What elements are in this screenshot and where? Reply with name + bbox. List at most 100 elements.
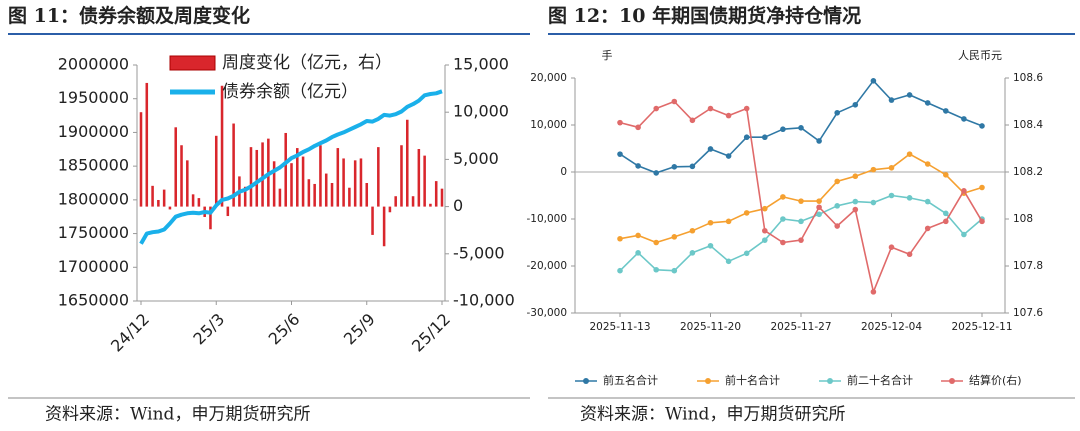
bar [307, 179, 311, 207]
point [834, 223, 840, 229]
point [707, 219, 714, 226]
point [906, 251, 913, 258]
y-tick-label: -30,000 [526, 307, 567, 319]
point [852, 173, 859, 180]
point [635, 250, 641, 256]
point [870, 78, 877, 84]
bar [191, 194, 195, 207]
point [780, 126, 786, 133]
point [762, 134, 768, 141]
y-tick-label: -10,000 [526, 213, 567, 225]
point [617, 267, 623, 274]
point [653, 105, 659, 112]
point [653, 170, 659, 176]
bar [255, 149, 259, 207]
legend-swatch [169, 55, 216, 71]
bar [220, 85, 224, 207]
line [139, 89, 443, 245]
point [671, 164, 678, 170]
point [725, 153, 732, 159]
bar [394, 196, 397, 207]
bar [157, 199, 160, 207]
point [924, 100, 931, 106]
x-tick-label: 25/6 [265, 310, 304, 349]
point [834, 178, 840, 185]
point [635, 232, 641, 239]
y2-tick-label: 15,000 [453, 55, 509, 74]
point [671, 267, 678, 274]
y-tick-label: 2000000 [58, 55, 129, 74]
y2-tick-label: 108 [1013, 213, 1033, 225]
bar [180, 145, 183, 207]
point [961, 231, 967, 238]
y-tick-label: 1800000 [58, 189, 129, 208]
point [979, 184, 985, 191]
point [762, 227, 768, 234]
x-tick-label: 2025-11-13 [589, 321, 650, 333]
point [834, 109, 840, 116]
legend-label: 债券余额（亿元） [222, 82, 358, 102]
point [725, 112, 732, 119]
chart-title: 图 12：10 年期国债期货净持仓情况 [548, 4, 861, 27]
point [943, 218, 949, 225]
point [798, 125, 804, 131]
legend-label: 前十名合计 [725, 373, 780, 387]
bar [162, 189, 166, 207]
y-tick-label: 1850000 [58, 156, 129, 175]
point [762, 205, 768, 212]
bar [249, 147, 253, 207]
x-tick-label: 2025-11-20 [680, 321, 741, 333]
bar [388, 206, 392, 213]
bar [382, 206, 386, 247]
point [852, 198, 859, 205]
point [617, 151, 623, 157]
point [943, 108, 949, 114]
point [888, 97, 895, 103]
point [924, 161, 931, 167]
bar [296, 148, 299, 207]
point [816, 211, 822, 218]
legend-label: 前二十名合计 [847, 373, 913, 387]
point [689, 227, 696, 234]
point [707, 146, 714, 152]
point [906, 151, 913, 157]
y-tick-label: -20,000 [526, 260, 567, 272]
point [689, 163, 696, 170]
y2-axis-label: 人民币元 [958, 49, 1002, 62]
point [780, 194, 786, 200]
point [725, 258, 732, 265]
point [617, 235, 623, 242]
bar [272, 161, 276, 207]
bar [232, 123, 235, 207]
bar [330, 183, 334, 207]
point [653, 239, 659, 246]
x-tick-label: 2025-12-11 [951, 321, 1012, 333]
bar [214, 135, 218, 207]
point [924, 198, 931, 205]
bar [371, 206, 374, 235]
bar [359, 158, 363, 207]
y2-tick-label: 107.6 [1013, 307, 1043, 319]
bar [278, 188, 282, 207]
point [888, 164, 895, 171]
x-tick-label: 25/12 [408, 310, 454, 356]
bar [284, 132, 287, 207]
y2-tick-label: 10,000 [453, 102, 509, 121]
line [619, 194, 983, 272]
point [653, 266, 659, 273]
legend-swatch [949, 378, 955, 384]
chart-title: 图 11：债券余额及周度变化 [8, 4, 250, 27]
bar [313, 183, 316, 207]
point [870, 166, 877, 173]
bar [174, 127, 178, 207]
point [671, 234, 678, 240]
bar [353, 160, 357, 207]
legend-label: 前五名合计 [603, 373, 658, 387]
legend-swatch [705, 378, 711, 384]
legend-label: 周度变化（亿元，右） [222, 53, 392, 73]
y-tick-label: 1650000 [58, 291, 129, 310]
y2-tick-label: 108.4 [1013, 119, 1043, 131]
y2-tick-label: 0 [453, 196, 463, 215]
y-tick-label: 10,000 [530, 119, 567, 131]
point [906, 92, 913, 98]
